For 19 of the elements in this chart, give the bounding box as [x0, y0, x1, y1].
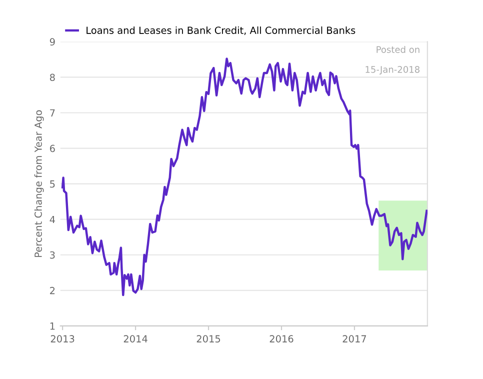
y-tick-label: 7 — [50, 109, 55, 116]
line-series — [61, 58, 428, 296]
annotation: 15-Jan-2018 — [366, 66, 420, 75]
y-tick-label: 9 — [50, 38, 55, 46]
x-tick-label: 2016 — [270, 335, 294, 342]
annotation: Posted on — [376, 46, 420, 53]
legend-label: Loans and Leases in Bank Credit, All Commercial Banks — [86, 26, 356, 35]
y-tick-label: 8 — [50, 74, 55, 82]
x-tick-label: 2014 — [124, 335, 148, 342]
y-tick-label: 3 — [50, 251, 55, 259]
y-axis-title: Percent Change from Year Ago — [34, 110, 44, 257]
x-tick-label: 2017 — [342, 335, 366, 342]
x-tick-label: 2013 — [50, 335, 74, 342]
y-tick-label: 5 — [50, 180, 55, 188]
y-tick-label: 1 — [50, 322, 55, 330]
y-tick-label: 2 — [50, 286, 55, 294]
x-tick-label: 2015 — [196, 335, 220, 342]
y-tick-label: 4 — [50, 216, 55, 224]
y-tick-label: 6 — [50, 144, 55, 152]
